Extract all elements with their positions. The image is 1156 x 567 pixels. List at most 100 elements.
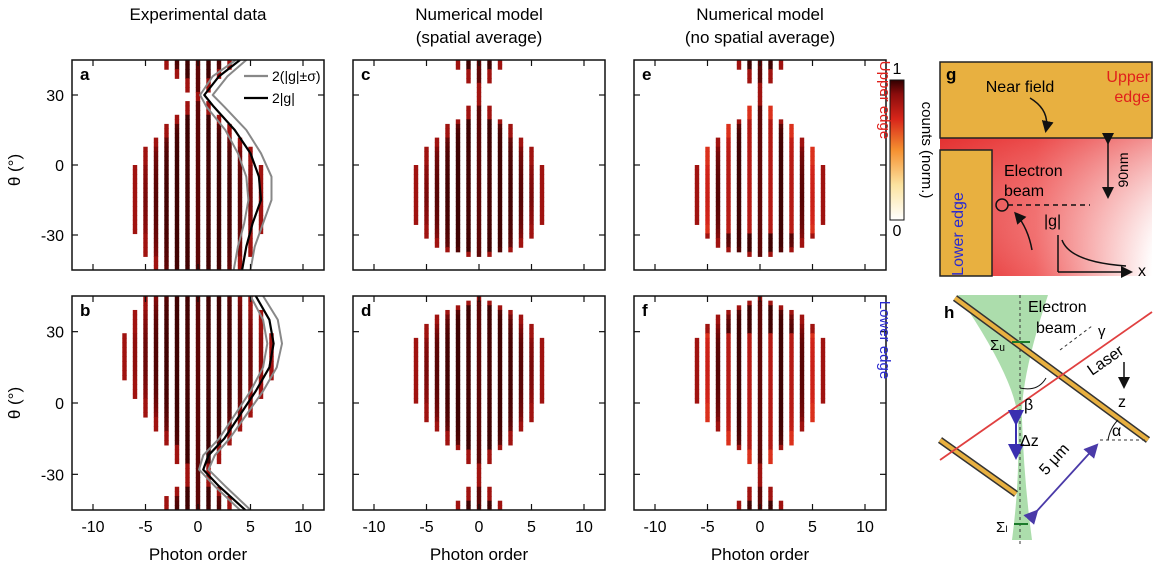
heatmap-cell	[736, 430, 742, 437]
heatmap-cell	[820, 174, 826, 180]
heatmap-cell	[820, 215, 826, 221]
heatmap-cell	[206, 486, 211, 492]
heatmap-cell	[216, 169, 222, 175]
heatmap-cell	[508, 128, 513, 134]
heatmap-cell	[778, 206, 784, 212]
heatmap-cell	[455, 416, 461, 423]
heatmap-cell	[694, 347, 700, 353]
heatmap-cell	[476, 133, 482, 139]
heatmap-cell	[445, 356, 450, 362]
heatmap-cell	[248, 319, 253, 325]
heatmap-cell	[476, 361, 482, 367]
heatmap-cell	[757, 160, 763, 166]
heatmap-cell	[757, 114, 763, 120]
heatmap-cell	[237, 407, 243, 413]
heatmap-cell	[424, 146, 429, 152]
heatmap-cell	[153, 165, 159, 171]
heatmap-cell	[757, 472, 763, 479]
heatmap-cell	[736, 210, 742, 216]
heatmap-cell	[174, 323, 180, 330]
heatmap-cell	[778, 384, 784, 390]
heatmap-cell	[799, 178, 805, 184]
heatmap-cell	[487, 137, 492, 143]
heatmap-cell	[248, 412, 253, 418]
heatmap-cell	[195, 123, 201, 130]
heatmap-cell	[434, 342, 440, 348]
heatmap-cell	[747, 110, 752, 116]
heatmap-cell	[715, 187, 721, 193]
heatmap-cell	[445, 384, 450, 390]
heatmap-cell	[726, 137, 731, 143]
heatmap-cell	[174, 174, 180, 180]
heatmap-cell	[487, 491, 492, 497]
heatmap-cell	[518, 151, 524, 157]
heatmap-cell	[248, 342, 253, 348]
heatmap-cell	[705, 365, 710, 372]
heatmap-cell	[757, 463, 763, 469]
heatmap-cell	[518, 403, 524, 409]
heatmap-cell	[726, 146, 731, 152]
heatmap-cell	[206, 328, 211, 334]
heatmap-cell	[153, 412, 159, 418]
heatmap-cell	[413, 174, 419, 180]
heatmap-cell	[715, 242, 721, 248]
heatmap-cell	[789, 337, 794, 344]
heatmap-cell	[747, 375, 752, 381]
heatmap-cell	[747, 398, 752, 404]
heatmap-cell	[778, 398, 784, 404]
heatmap-cell	[185, 101, 190, 107]
heatmap-cell	[466, 319, 471, 325]
heatmap-cell	[466, 60, 471, 66]
heatmap-cell	[153, 398, 159, 404]
heatmap-cell	[799, 412, 805, 418]
heatmap-cell	[768, 305, 773, 311]
heatmap-cell	[820, 361, 826, 367]
heatmap-cell	[518, 183, 524, 189]
heatmap-cell	[195, 260, 201, 267]
heatmap-cell	[237, 319, 243, 325]
heatmap-cell	[768, 247, 773, 253]
heatmap-cell	[757, 78, 763, 84]
heatmap-cell	[413, 342, 419, 348]
heatmap-cell	[174, 183, 180, 189]
heatmap-cell	[726, 192, 731, 198]
heatmap-cell	[153, 314, 159, 320]
heatmap-cell	[487, 206, 492, 212]
heatmap-cell	[174, 64, 180, 70]
heatmap-cell	[434, 328, 440, 334]
heatmap-cell	[143, 165, 148, 171]
heatmap-cell	[747, 356, 752, 362]
heatmap-cell	[778, 333, 784, 339]
heatmap-cell	[195, 416, 201, 423]
heatmap-cell	[476, 319, 482, 325]
panel-f: -10 -5 0 5 10f	[633, 295, 887, 536]
heatmap-cell	[195, 375, 201, 381]
heatmap-cell	[715, 155, 721, 162]
heatmap-cell	[424, 187, 429, 193]
heatmap-cell	[434, 242, 440, 248]
heatmap-cell	[466, 133, 471, 139]
heatmap-cell	[518, 219, 524, 225]
heatmap-cell	[185, 128, 190, 134]
heatmap-cell	[539, 361, 545, 367]
heatmap-cell	[508, 133, 513, 139]
heatmap-cell	[778, 183, 784, 189]
heatmap-cell	[445, 309, 450, 316]
heatmap-cell	[185, 403, 190, 409]
heatmap-cell	[726, 169, 731, 175]
heatmap-cell	[705, 192, 710, 198]
heatmap-cell	[248, 379, 253, 385]
heatmap-cell	[476, 458, 482, 465]
heatmap-cell	[248, 178, 253, 184]
heatmap-cell	[705, 151, 710, 157]
heatmap-cell	[164, 165, 169, 171]
heatmap-cell	[768, 435, 773, 441]
h-gamma-ref	[1059, 325, 1093, 351]
heatmap-cell	[174, 169, 180, 175]
heatmap-cell	[497, 356, 503, 362]
heatmap-cell	[476, 407, 482, 413]
heatmap-cell	[715, 337, 721, 344]
heatmap-cell	[768, 233, 773, 239]
heatmap-cell	[705, 356, 710, 362]
heatmap-cell	[237, 219, 243, 225]
